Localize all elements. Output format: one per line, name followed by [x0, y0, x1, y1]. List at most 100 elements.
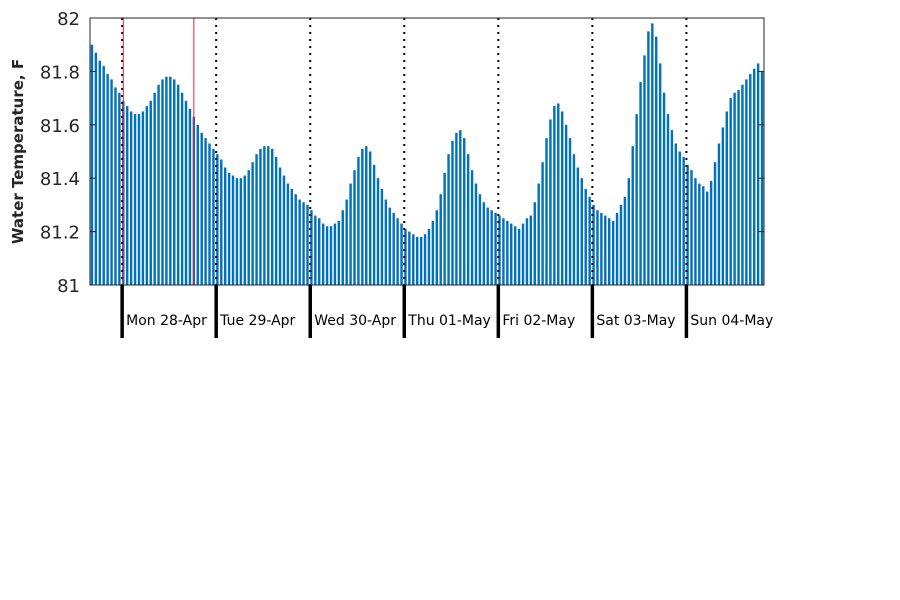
- bar: [611, 220, 615, 285]
- bar: [655, 36, 658, 285]
- bar: [647, 31, 650, 285]
- bar: [235, 178, 239, 285]
- bar: [298, 199, 301, 285]
- bar: [220, 159, 223, 285]
- y-tick-label: 81.4: [40, 169, 80, 190]
- bar: [549, 119, 552, 286]
- day-label: Fri 02-May: [502, 313, 575, 329]
- bar: [278, 167, 282, 285]
- bar: [557, 103, 560, 285]
- bar: [415, 236, 419, 285]
- bar: [286, 183, 290, 285]
- bar: [631, 146, 634, 285]
- bar: [102, 66, 105, 285]
- bar: [384, 199, 388, 285]
- bar: [474, 183, 478, 285]
- bar: [545, 138, 548, 285]
- bar: [463, 138, 466, 285]
- bar: [184, 100, 188, 286]
- bar: [525, 218, 529, 285]
- bar: [255, 154, 258, 285]
- bar: [576, 167, 580, 285]
- bar: [290, 188, 294, 285]
- bar: [643, 55, 646, 285]
- bar: [510, 223, 513, 285]
- day-label: Mon 28-Apr: [126, 313, 207, 329]
- bar: [521, 223, 525, 285]
- bar: [404, 228, 407, 285]
- bar: [118, 92, 121, 285]
- bar: [678, 151, 681, 285]
- bar: [451, 140, 454, 285]
- bar: [427, 228, 431, 285]
- y-tick-label: 81.6: [40, 116, 80, 137]
- bar: [110, 79, 113, 285]
- bar: [259, 148, 262, 285]
- bar: [380, 188, 384, 285]
- bar: [318, 218, 321, 285]
- bar: [564, 124, 568, 285]
- day-label: Tue 29-Apr: [219, 313, 295, 329]
- bar: [137, 114, 141, 286]
- bar: [243, 175, 246, 285]
- bar: [294, 194, 297, 285]
- bar: [239, 178, 243, 285]
- bar: [196, 124, 199, 285]
- bar: [263, 146, 266, 285]
- bar: [114, 87, 117, 285]
- day-label: Sat 03-May: [596, 313, 675, 329]
- bar: [470, 170, 474, 285]
- bar: [588, 196, 591, 285]
- bar: [223, 167, 227, 285]
- bar: [568, 138, 572, 285]
- bar: [709, 180, 713, 285]
- bar: [216, 154, 219, 285]
- bar: [247, 170, 250, 285]
- day-ticks: Mon 28-Apr Tue 29-Apr Wed 30-Apr Thu 01-May…: [120, 285, 773, 338]
- bar: [702, 186, 705, 285]
- bar: [572, 154, 576, 285]
- bar: [129, 111, 133, 285]
- bar: [541, 162, 544, 285]
- bar: [161, 79, 164, 285]
- bar: [447, 154, 450, 285]
- bar: [310, 210, 313, 285]
- bar: [459, 130, 462, 285]
- bar: [302, 202, 305, 285]
- day-divider-lines: [121, 18, 688, 285]
- bar-series: [90, 23, 764, 286]
- bar: [251, 162, 254, 285]
- bar: [345, 199, 348, 285]
- bar: [388, 207, 391, 285]
- bar: [157, 84, 160, 285]
- bar: [478, 194, 482, 285]
- bar: [412, 234, 415, 285]
- y-tick-label: 81.8: [40, 62, 80, 83]
- bar: [361, 148, 364, 285]
- bar: [357, 156, 360, 285]
- bar: [455, 132, 458, 285]
- bar: [690, 170, 693, 285]
- bar: [423, 234, 427, 285]
- bar: [94, 52, 98, 286]
- bar: [615, 212, 619, 285]
- bar: [752, 68, 756, 285]
- bar: [274, 156, 278, 285]
- bar: [623, 196, 627, 285]
- marker-lines: [122, 18, 195, 285]
- bar: [333, 223, 337, 285]
- bar: [658, 63, 662, 285]
- bar: [682, 156, 685, 285]
- bar: [282, 175, 286, 285]
- plot-frame: [89, 17, 765, 286]
- bar: [498, 215, 501, 285]
- bar: [694, 178, 697, 285]
- bar: [98, 60, 102, 285]
- bar: [670, 130, 674, 285]
- bar: [662, 92, 666, 285]
- bar: [486, 207, 489, 285]
- bar: [733, 92, 736, 285]
- bar: [553, 106, 556, 285]
- bar: [141, 111, 145, 285]
- bar: [325, 226, 329, 285]
